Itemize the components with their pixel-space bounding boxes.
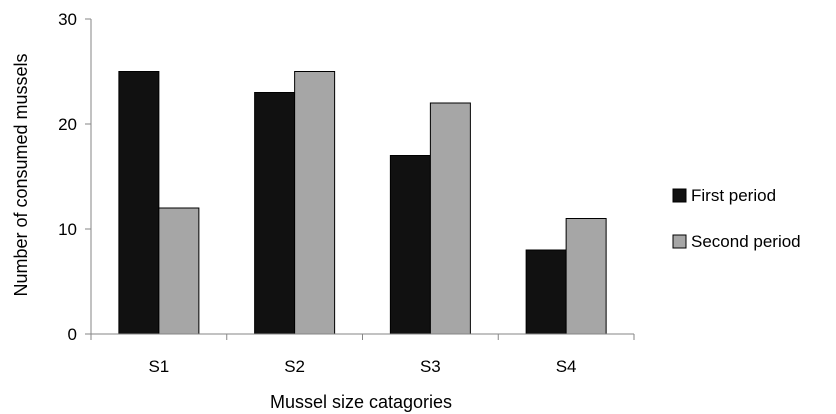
bar-s4-series-2 [565,218,607,335]
bar-s3-series-2 [429,102,471,335]
y-tick-label: 0 [68,325,77,344]
x-tick-label: S1 [148,357,169,376]
bar-s4-series-1 [525,249,567,335]
legend-swatch [672,234,687,249]
x-tick-label: S4 [556,357,577,376]
legend: First period Second period [672,186,801,251]
y-axis: 0 10 20 30 [58,10,92,344]
x-axis-title: Mussel size catagories [270,392,452,412]
legend-label: Second period [691,232,801,251]
plot-area [118,71,607,335]
y-axis-title: Number of consumed mussels [11,53,31,296]
y-tick-label: 30 [58,10,77,29]
y-tick-label: 20 [58,115,77,134]
legend-swatch [672,188,687,203]
bar-s1-series-1 [118,71,160,335]
bar-s1-series-2 [158,207,200,335]
bar-s3-series-1 [389,155,431,335]
x-tick-label: S2 [284,357,305,376]
y-tick-label: 10 [58,220,77,239]
x-axis: S1 S2 S3 S4 [90,333,635,376]
legend-label: First period [691,186,776,205]
bar-s2-series-2 [294,71,336,335]
bar-s2-series-1 [254,92,296,335]
x-tick-label: S3 [420,357,441,376]
